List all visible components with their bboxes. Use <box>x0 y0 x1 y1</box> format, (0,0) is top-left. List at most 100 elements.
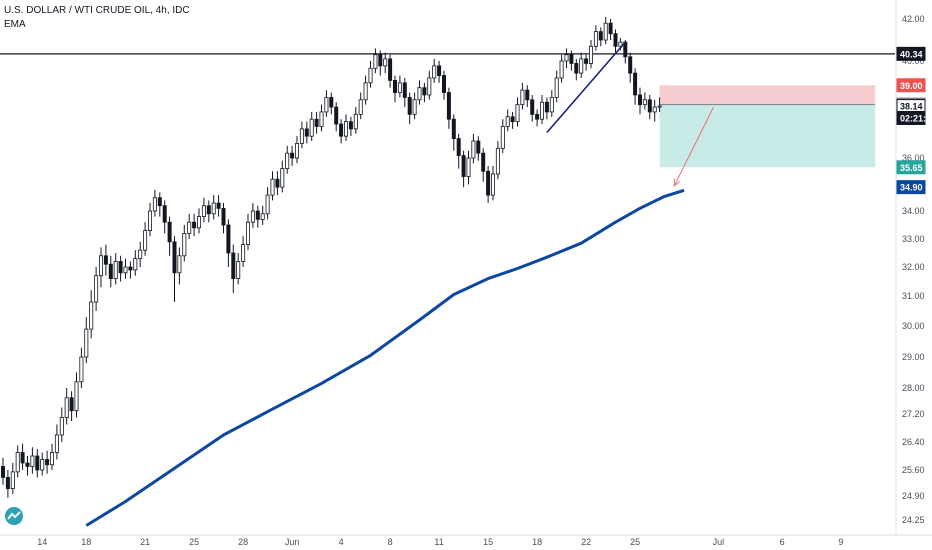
tradingview-logo-icon[interactable] <box>4 506 24 526</box>
candle <box>265 187 270 220</box>
candle <box>15 445 20 478</box>
y-tick-label: 26.40 <box>902 437 925 447</box>
candle <box>182 225 187 262</box>
price-tag[interactable] <box>896 110 926 125</box>
candle <box>628 52 633 83</box>
x-tick-label: 28 <box>238 537 248 547</box>
candle <box>466 150 471 185</box>
y-tick-label: 24.90 <box>902 491 925 501</box>
ema-line[interactable] <box>85 188 685 527</box>
candle <box>99 247 104 288</box>
candle <box>515 97 520 127</box>
candle <box>103 244 108 276</box>
price-tag[interactable] <box>896 180 926 195</box>
indicator-label[interactable]: EMA <box>4 19 26 30</box>
candle <box>50 443 55 470</box>
candle <box>290 145 295 166</box>
candle <box>378 50 383 76</box>
y-tick-label: 36.00 <box>902 153 925 163</box>
candle <box>143 222 148 256</box>
candle <box>481 148 486 182</box>
x-tick-label: 6 <box>780 537 785 547</box>
candle <box>388 54 393 88</box>
candle <box>54 424 59 460</box>
candle <box>549 90 554 117</box>
x-tick-label: 9 <box>838 537 843 547</box>
candle <box>363 75 368 105</box>
candle <box>642 92 647 110</box>
candle <box>231 244 236 294</box>
candle <box>324 90 329 117</box>
price-tag[interactable] <box>896 78 926 93</box>
candle <box>113 253 118 285</box>
candle <box>138 241 143 267</box>
x-tick-label: 25 <box>630 537 640 547</box>
price-tag-label: 35.65 <box>900 163 923 173</box>
candle <box>118 255 123 282</box>
candle <box>192 213 197 237</box>
candle <box>598 27 603 47</box>
take-profit-zone[interactable] <box>659 104 876 168</box>
candle <box>368 61 373 88</box>
candle <box>584 54 589 71</box>
candle <box>427 70 432 100</box>
candle <box>574 58 579 81</box>
candle <box>334 102 339 132</box>
stop-loss-zone[interactable] <box>659 85 876 105</box>
y-tick-label: 30.00 <box>902 321 925 331</box>
candle <box>554 70 559 103</box>
x-tick-label: 8 <box>388 537 393 547</box>
candle <box>196 208 201 234</box>
candle <box>593 25 598 51</box>
x-tick-label: 18 <box>532 537 542 547</box>
candle <box>383 52 388 74</box>
candle <box>530 94 535 122</box>
candle <box>35 449 40 478</box>
candle <box>505 109 510 132</box>
price-tag-label: 34.90 <box>900 183 923 193</box>
y-tick-label: 34.00 <box>902 206 925 216</box>
y-tick-label: 29.00 <box>902 352 925 362</box>
forecast-arrow-head <box>673 178 681 187</box>
candle <box>441 70 446 100</box>
candle <box>275 171 280 196</box>
price-tag[interactable] <box>896 160 926 175</box>
candle <box>30 447 35 474</box>
candle <box>94 267 99 311</box>
candle <box>25 456 30 476</box>
price-tag[interactable] <box>896 46 926 61</box>
symbol-title[interactable]: U.S. DOLLAR / WTI CRUDE OIL, 4h, IDC <box>4 5 190 16</box>
y-tick-label: 40.00 <box>902 56 925 66</box>
candle <box>187 213 192 239</box>
candle <box>353 107 358 134</box>
candle <box>589 40 594 69</box>
candle <box>525 85 530 108</box>
candle <box>211 195 216 220</box>
candle <box>0 457 6 485</box>
candle <box>270 171 275 201</box>
candle <box>216 195 221 217</box>
x-tick-label: 4 <box>339 537 344 547</box>
candle <box>206 200 211 223</box>
candle <box>162 200 167 234</box>
candle <box>535 109 540 127</box>
y-tick-label: 27.20 <box>902 409 925 419</box>
price-tag-label: 02:21:02 <box>900 113 932 123</box>
candle <box>540 94 545 125</box>
candle <box>451 114 456 151</box>
candle <box>5 470 10 498</box>
candle <box>510 111 515 129</box>
candle <box>152 189 157 217</box>
candle <box>280 160 285 193</box>
candle <box>250 203 255 228</box>
candle <box>486 165 491 204</box>
candle <box>84 317 89 364</box>
candle <box>647 94 652 120</box>
candle <box>64 388 69 425</box>
trendline[interactable] <box>546 41 626 134</box>
candle <box>201 197 206 223</box>
candle <box>260 205 265 225</box>
x-tick-label: 15 <box>483 537 493 547</box>
forecast-arrow[interactable] <box>673 106 714 187</box>
